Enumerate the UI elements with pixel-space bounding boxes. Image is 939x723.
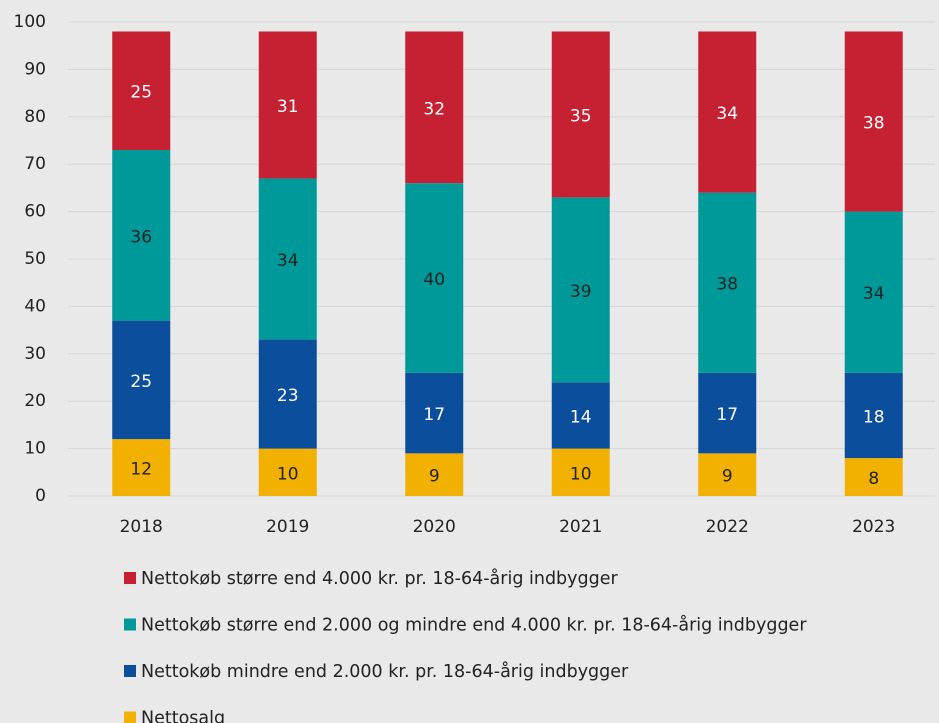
data-label: 23 xyxy=(277,386,299,406)
y-tick-label: 20 xyxy=(24,391,46,411)
data-label: 35 xyxy=(570,106,592,126)
bar-segment xyxy=(112,439,171,496)
legend-swatch xyxy=(124,572,136,584)
data-label: 18 xyxy=(863,407,885,427)
y-tick-label: 100 xyxy=(14,12,46,32)
data-label: 36 xyxy=(130,227,152,247)
data-label: 9 xyxy=(722,467,733,487)
bar-segment xyxy=(112,149,171,321)
x-tick-label: 2018 xyxy=(120,517,163,537)
bar-segment xyxy=(698,453,757,496)
bar-segment xyxy=(551,197,610,383)
x-tick-label: 2021 xyxy=(559,517,602,537)
bar-segment xyxy=(405,453,464,496)
bar-segment xyxy=(258,339,317,449)
data-label: 17 xyxy=(423,405,445,425)
data-label: 8 xyxy=(868,469,879,489)
y-tick-label: 40 xyxy=(24,296,46,316)
y-tick-label: 70 xyxy=(24,154,46,174)
bar-segment xyxy=(258,448,317,496)
y-tick-label: 10 xyxy=(24,439,46,459)
data-label: 12 xyxy=(130,460,152,480)
data-label: 34 xyxy=(863,284,885,304)
legend-label: Nettokøb større end 2.000 og mindre end … xyxy=(141,615,807,636)
legend-swatch xyxy=(124,665,136,677)
data-label: 32 xyxy=(423,99,445,119)
bar-segment xyxy=(112,31,171,150)
data-label: 38 xyxy=(716,275,738,295)
data-label: 31 xyxy=(277,97,299,117)
y-tick-label: 30 xyxy=(24,344,46,364)
data-label: 14 xyxy=(570,407,592,427)
data-label: 34 xyxy=(277,251,299,271)
bar-segment xyxy=(698,372,757,454)
y-tick-label: 0 xyxy=(35,486,46,506)
bar-segment xyxy=(844,372,903,459)
data-label: 10 xyxy=(570,464,592,484)
bar-segment xyxy=(405,31,464,184)
data-label: 25 xyxy=(130,83,152,103)
legend-label: Nettokøb mindre end 2.000 kr. pr. 18-64-… xyxy=(141,661,629,682)
bar-segment xyxy=(405,183,464,373)
data-label: 9 xyxy=(429,467,440,487)
bar-segment xyxy=(551,382,610,449)
data-label: 17 xyxy=(716,405,738,425)
bar-segment xyxy=(698,192,757,373)
bar-segment xyxy=(844,458,903,496)
legend-label: Nettokøb større end 4.000 kr. pr. 18-64-… xyxy=(141,568,619,589)
x-tick-label: 2023 xyxy=(852,517,895,537)
x-tick-label: 2022 xyxy=(706,517,749,537)
data-label: 25 xyxy=(130,372,152,392)
data-label: 40 xyxy=(423,270,445,290)
bar-segment xyxy=(844,211,903,373)
data-label: 39 xyxy=(570,282,592,302)
legend-swatch xyxy=(124,711,136,723)
bar-segment xyxy=(698,31,757,193)
bar-segment xyxy=(551,31,610,198)
bar-segment xyxy=(258,31,317,179)
x-tick-label: 2020 xyxy=(413,517,456,537)
y-tick-label: 90 xyxy=(24,59,46,79)
y-tick-label: 80 xyxy=(24,107,46,127)
legend-label: Nettosalg xyxy=(141,709,225,723)
data-label: 10 xyxy=(277,464,299,484)
bar-segment xyxy=(405,372,464,454)
y-tick-label: 60 xyxy=(24,202,46,222)
legend-swatch xyxy=(124,618,136,631)
y-tick-label: 50 xyxy=(24,249,46,269)
bar-segment xyxy=(844,31,903,212)
bar-segment xyxy=(551,448,610,496)
bar-segment xyxy=(258,178,317,340)
data-label: 34 xyxy=(716,104,738,124)
x-tick-label: 2019 xyxy=(266,517,309,537)
data-label: 38 xyxy=(863,114,885,134)
bar-segment xyxy=(112,320,171,440)
